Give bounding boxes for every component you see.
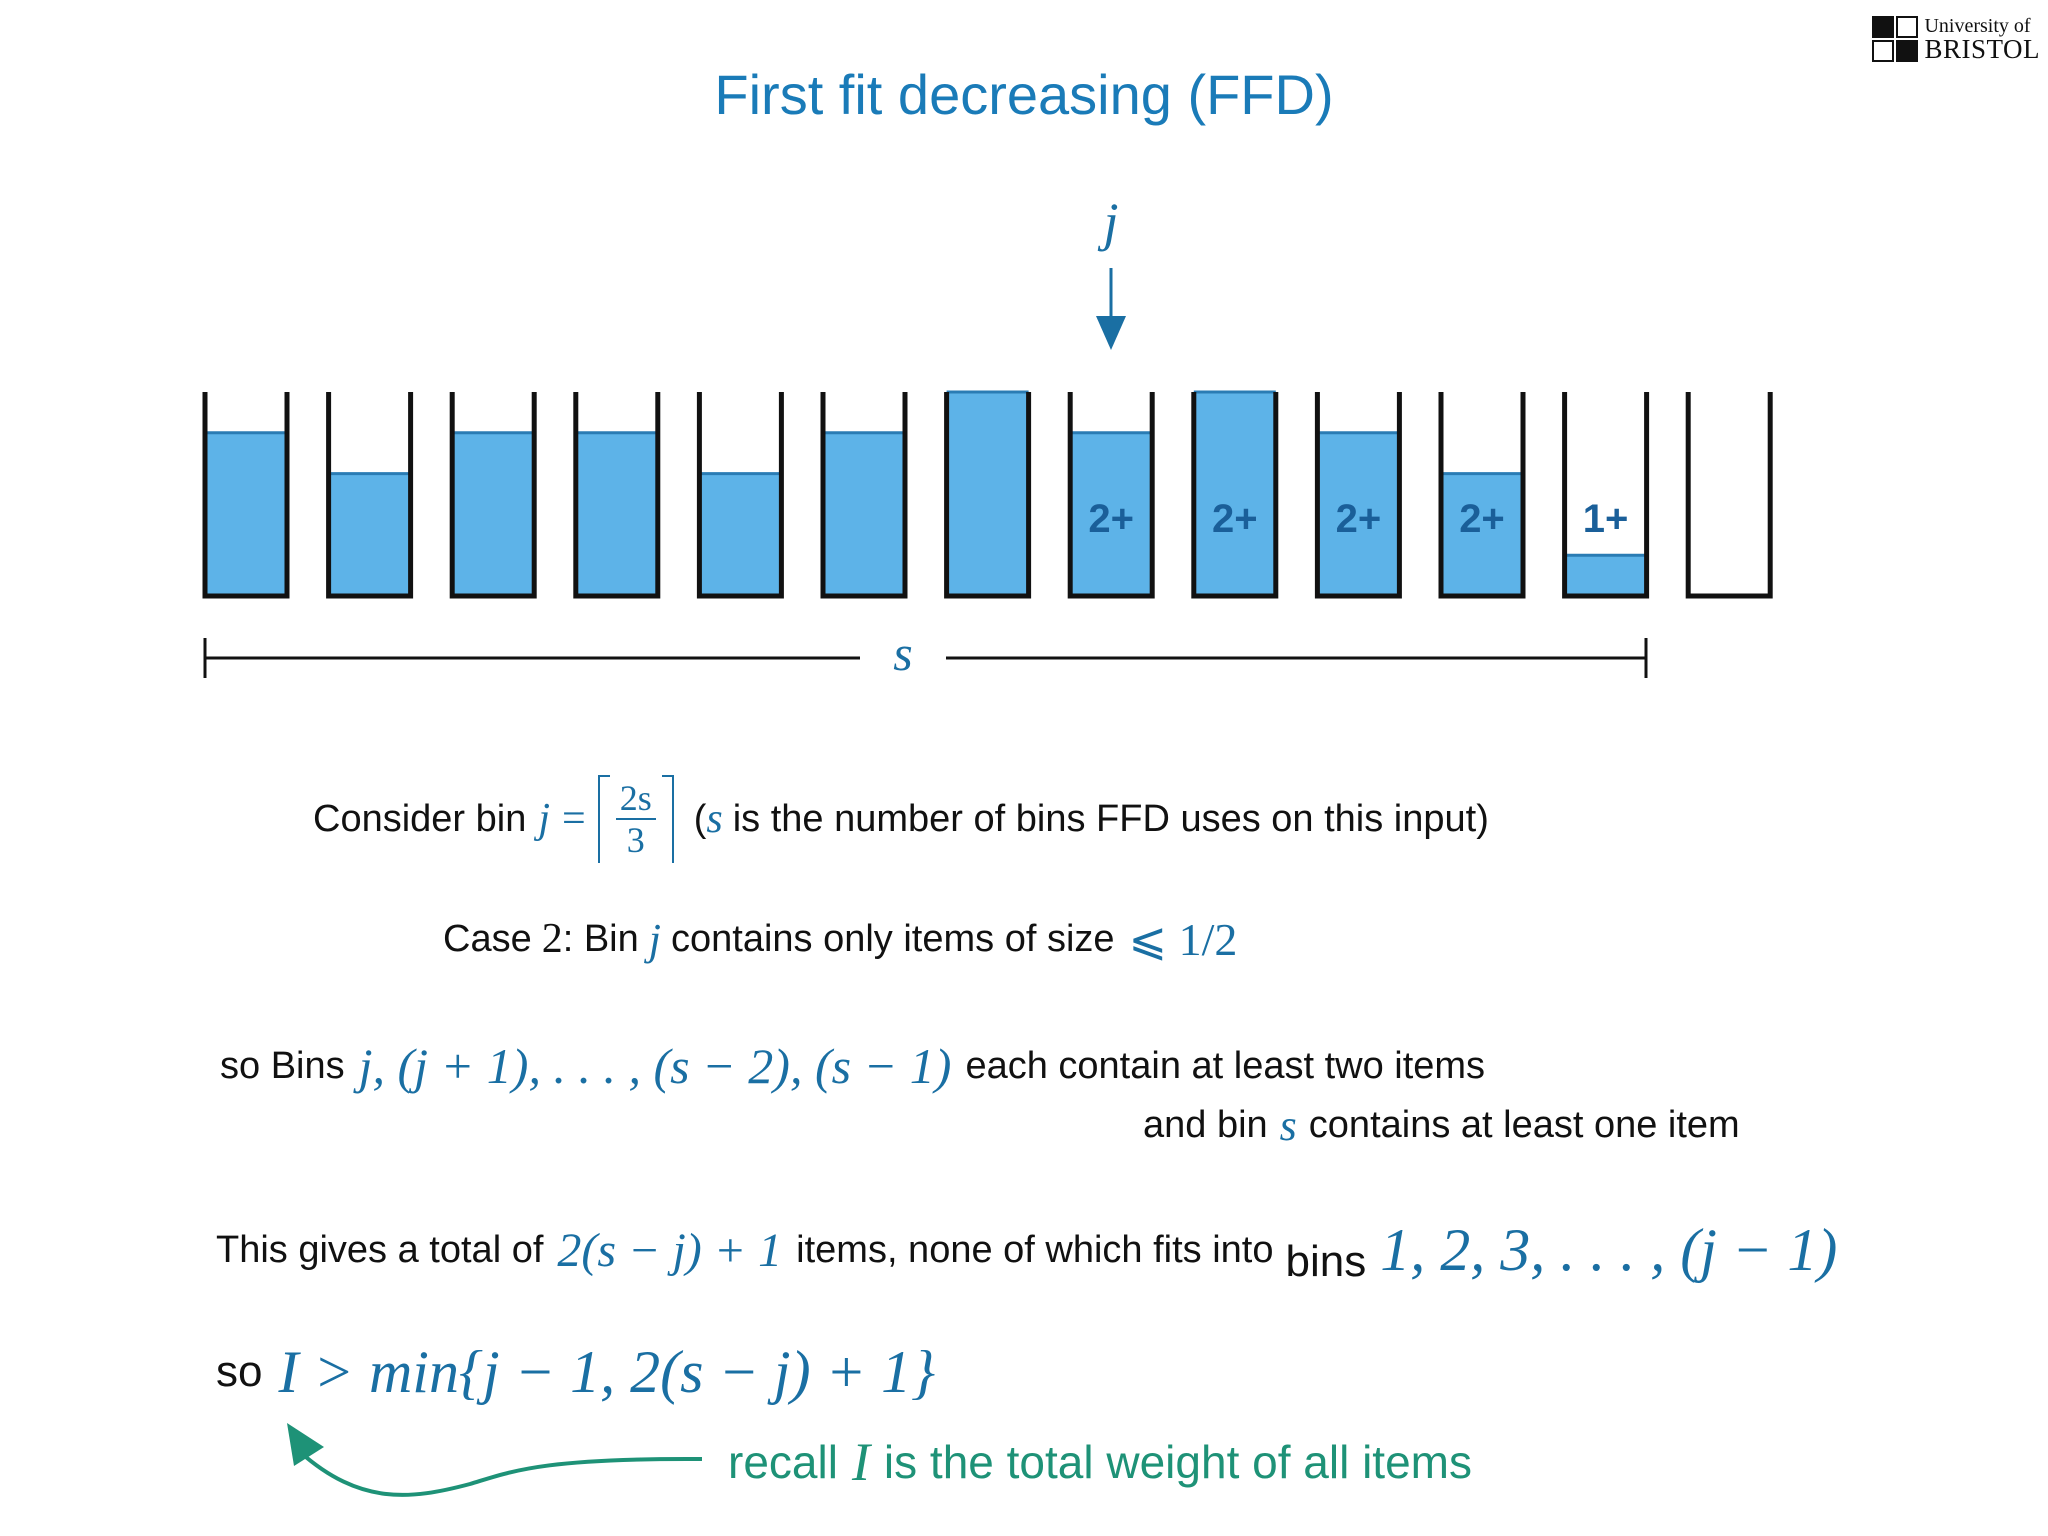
bin-9: 2+ bbox=[1191, 390, 1279, 599]
bins-line: so Bins j, (j + 1), . . . , (s − 2), (s … bbox=[220, 1036, 1485, 1096]
recall-suffix: is the total weight of all items bbox=[883, 1436, 1472, 1488]
bin-outline bbox=[1314, 392, 1402, 599]
bin-outline bbox=[944, 392, 1032, 599]
last-bin-line: and bin s contains at least one item bbox=[1143, 1098, 1740, 1152]
bin-fill bbox=[1193, 392, 1276, 596]
bin-5 bbox=[696, 392, 784, 599]
bin-fill bbox=[575, 432, 658, 596]
fraction-denominator: 3 bbox=[626, 820, 645, 860]
bin-label: 2+ bbox=[1336, 497, 1382, 541]
case-number: 2 bbox=[541, 916, 563, 962]
bin-4 bbox=[573, 392, 661, 599]
bin-10: 2+ bbox=[1314, 392, 1402, 599]
total-math: 2(s − j) + 1 bbox=[557, 1223, 783, 1277]
bin-13 bbox=[1685, 392, 1773, 599]
bin-outline bbox=[449, 392, 537, 599]
last-bin-suffix: contains at least one item bbox=[1308, 1103, 1740, 1146]
bin-7 bbox=[944, 390, 1032, 599]
last-bin-prefix: and bin bbox=[1143, 1103, 1268, 1146]
bin-label: 1+ bbox=[1583, 497, 1629, 541]
ceil-right bbox=[661, 775, 674, 863]
university-logo: University of BRISTOL bbox=[1872, 14, 2040, 64]
consider-eq: = bbox=[562, 796, 586, 842]
bin-outline bbox=[1438, 392, 1526, 599]
bin-fill bbox=[1441, 473, 1523, 596]
case-prefix: Case bbox=[443, 917, 532, 960]
consider-svar: s bbox=[706, 796, 723, 842]
bins-math: j, (j + 1), . . . , (s − 2), (s − 1) bbox=[358, 1038, 952, 1094]
logo-line-1: University of bbox=[1924, 14, 2031, 37]
bin-outline bbox=[1067, 392, 1155, 599]
recall-note: recall I is the total weight of all item… bbox=[728, 1432, 1472, 1492]
pointer-arrow-head bbox=[1096, 316, 1126, 350]
consider-var: j bbox=[538, 796, 551, 842]
recall-var: I bbox=[851, 1432, 870, 1492]
bin-fill bbox=[328, 473, 411, 596]
bin-fill bbox=[205, 432, 287, 596]
bin-outline bbox=[696, 392, 784, 599]
last-bin-var: s bbox=[1279, 1100, 1297, 1150]
ceil-left bbox=[597, 775, 610, 863]
bin-3 bbox=[449, 392, 537, 599]
consider-line: Consider bin j = 2s 3 ( s is the number … bbox=[313, 774, 1489, 864]
consider-paren: ( bbox=[693, 797, 707, 840]
bin-outline bbox=[820, 392, 908, 599]
bin-12: 1+ bbox=[1562, 392, 1650, 599]
bin-label: 2+ bbox=[1212, 497, 1258, 541]
case-mid: : Bin bbox=[562, 917, 639, 960]
slide-title: First fit decreasing (FFD) bbox=[714, 63, 1334, 126]
bin-fill bbox=[1317, 432, 1400, 596]
bin-outline bbox=[1685, 392, 1773, 599]
bin-fill bbox=[946, 392, 1029, 596]
bins-prefix: so Bins bbox=[220, 1044, 345, 1087]
bin-outline bbox=[326, 392, 414, 599]
bin-11: 2+ bbox=[1438, 392, 1526, 599]
bin-label: 2+ bbox=[1088, 497, 1134, 541]
bin-fill bbox=[1070, 432, 1153, 596]
span-label: s bbox=[893, 625, 912, 681]
conclusion-prefix: so bbox=[216, 1347, 263, 1396]
consider-suffix: is the number of bins FFD uses on this i… bbox=[732, 797, 1489, 840]
pointer-label: j bbox=[1097, 192, 1118, 252]
case-suffix: contains only items of size bbox=[671, 917, 1115, 960]
bin-diagram: j 2+ 2+ 2+ 2+ 1+ s bbox=[202, 192, 1773, 681]
case-math: ⩽ 1/2 bbox=[1128, 914, 1238, 965]
case-line: Case 2 : Bin j contains only items of si… bbox=[443, 912, 1237, 966]
bin-fill bbox=[1564, 555, 1647, 596]
bin-8: 2+ bbox=[1067, 392, 1155, 599]
bin-2 bbox=[326, 392, 414, 599]
bin-1 bbox=[202, 392, 290, 599]
conclusion-line: so I > min{j − 1, 2(s − j) + 1} bbox=[216, 1332, 935, 1412]
recall-arrow bbox=[287, 1423, 703, 1497]
conclusion-math: I > min{j − 1, 2(s − j) + 1} bbox=[278, 1338, 936, 1405]
fraction-numerator: 2s bbox=[615, 780, 656, 820]
bin-label: 2+ bbox=[1459, 497, 1505, 541]
bin-6 bbox=[820, 392, 908, 599]
bins-suffix: each contain at least two items bbox=[965, 1044, 1486, 1087]
crest-icon bbox=[1872, 16, 1919, 62]
total-mid: items, none of which fits into bbox=[796, 1228, 1274, 1271]
total-math-2: 1, 2, 3, . . . , (j − 1) bbox=[1380, 1216, 1838, 1283]
total-bins-word: bins bbox=[1285, 1237, 1367, 1286]
bin-fill bbox=[823, 432, 905, 596]
total-prefix: This gives a total of bbox=[216, 1228, 544, 1271]
consider-prefix: Consider bin bbox=[313, 797, 527, 840]
bin-outline bbox=[573, 392, 661, 599]
total-line: This gives a total of 2(s − j) + 1 items… bbox=[216, 1210, 1837, 1290]
case-var: j bbox=[648, 914, 661, 964]
bin-fill bbox=[452, 432, 535, 596]
recall-prefix: recall bbox=[728, 1436, 838, 1488]
logo-line-2: BRISTOL bbox=[1924, 33, 2040, 64]
bin-outline bbox=[1562, 392, 1650, 599]
bin-fill bbox=[699, 473, 782, 596]
bin-outline bbox=[202, 392, 290, 599]
bin-outline bbox=[1191, 392, 1279, 599]
fraction: 2s 3 bbox=[615, 780, 656, 860]
